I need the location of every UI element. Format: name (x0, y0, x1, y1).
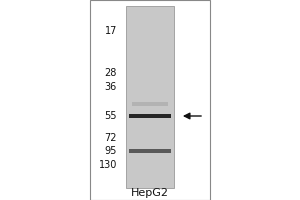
Text: 28: 28 (105, 68, 117, 78)
Text: 72: 72 (104, 133, 117, 143)
Text: HepG2: HepG2 (131, 188, 169, 198)
Bar (129, 149, 171, 153)
Text: 17: 17 (105, 26, 117, 36)
Text: 36: 36 (105, 82, 117, 92)
Text: 130: 130 (99, 160, 117, 170)
Text: 55: 55 (104, 111, 117, 121)
Bar (126, 6, 174, 188)
Bar (129, 114, 171, 118)
Bar (90, 0, 210, 200)
Text: 95: 95 (105, 146, 117, 156)
Bar (132, 102, 168, 106)
